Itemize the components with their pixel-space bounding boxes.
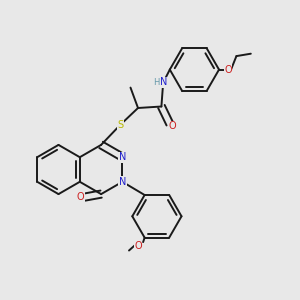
Text: O: O (169, 121, 177, 131)
Text: N: N (119, 177, 126, 187)
Text: H: H (153, 78, 160, 87)
Text: O: O (134, 241, 142, 251)
Text: S: S (118, 119, 124, 130)
Text: O: O (77, 192, 85, 202)
Text: N: N (160, 77, 167, 88)
Text: N: N (119, 152, 126, 162)
Text: O: O (224, 64, 232, 75)
